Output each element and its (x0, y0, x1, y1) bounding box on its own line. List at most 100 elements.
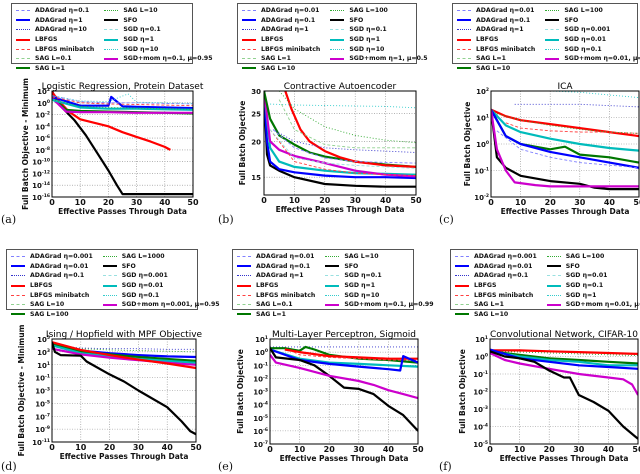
legend-swatch (455, 294, 469, 296)
legend-entry: SAG L=10 (242, 64, 320, 74)
legend-entry: LBFGS (237, 281, 315, 291)
legend-swatch (242, 67, 256, 70)
series-line-lbfgs (490, 349, 638, 355)
legend-swatch (102, 303, 117, 306)
legend-entry: SGD η=10 (325, 290, 433, 300)
legend-swatch (242, 48, 256, 50)
panel-label-c: (c) (439, 213, 454, 226)
legend-entry: SAG L=100 (545, 6, 640, 16)
series-group (491, 91, 639, 191)
legend-swatch (242, 38, 256, 41)
y-tick-label: 30 (251, 88, 261, 96)
legend-entry: SGD η=10 (330, 44, 427, 54)
legend-entry: SGD+mom η=0.1, μ=0.99 (325, 300, 434, 310)
legend-entry: SGD η=0.1 (325, 271, 433, 281)
legend-entry: SAG L=10 (457, 64, 535, 74)
y-tick-label: 10-2 (35, 111, 50, 120)
chart-title: ICA (557, 82, 573, 92)
legend-label: ADAGrad η=0.1 (35, 7, 90, 15)
series-line-adagrad-mid (52, 95, 193, 110)
y-tick-label: 10-5 (253, 414, 268, 423)
legend-swatch (237, 265, 251, 268)
y-tick-label: 100 (255, 348, 268, 357)
legend-label: SAG L=100 (30, 310, 69, 318)
y-tick-label: 102 (476, 87, 489, 96)
legend-label: SAG L=1 (474, 301, 504, 309)
legend-swatch (11, 313, 25, 316)
legend-swatch (545, 38, 560, 41)
legend-label: ADAGrad η=0.01 (474, 262, 533, 270)
y-tick-label: 20 (251, 138, 261, 146)
panel-label-a: (a) (1, 213, 17, 226)
x-tick-label: 50 (410, 196, 422, 205)
legend-label: SAG L=10 (474, 310, 509, 318)
legend-label: SAG L=100 (349, 7, 388, 15)
x-tick-label: 40 (380, 196, 392, 205)
x-tick-label: 40 (159, 198, 171, 207)
legend-entry: SGD+mom η=0.01, μ=0.95 (546, 300, 640, 310)
chart-panel-d: 0 10 20 30 40 50 105 103 101 10-1 10-3 10-5 10-7 10-9… (17, 324, 203, 461)
legend-column: ADAGrad η=0.01 ADAGrad η=0.1 ADAGrad η=1 LB… (457, 6, 535, 73)
x-axis-label: Effective Passes Through Data (501, 207, 630, 216)
legend-entry: ADAGrad η=1 (457, 25, 535, 35)
chart-title: Logistic Regression, Protein Dataset (42, 82, 204, 92)
y-tick-label: 101 (37, 361, 50, 370)
legend-swatch (11, 304, 25, 306)
series-line-sgdmom (490, 352, 638, 396)
legend-c: ADAGrad η=0.01 ADAGrad η=0.1 ADAGrad η=1 LB… (452, 3, 640, 72)
legend-label: SGD η=0.01 (121, 282, 164, 290)
x-tick-label: 20 (544, 445, 556, 454)
legend-entry: ADAGrad η=0.1 (16, 6, 94, 16)
legend-entry: ADAGrad η=0.1 (457, 16, 535, 26)
chart-panel-b: 0 10 20 30 40 50 30 25 20 15 Contractive Autoencod… (238, 82, 422, 214)
legend-column: ADAGrad η=0.001 ADAGrad η=0.01 ADAGrad η=0… (455, 252, 537, 319)
series-line-adagrad-hi (514, 103, 639, 108)
legend-label: SGD η=10 (123, 45, 159, 53)
legend-label: SFO (123, 16, 138, 24)
legend-label: ADAGrad η=0.1 (30, 272, 85, 280)
x-tick-label: 30 (133, 443, 145, 452)
legend-label: SGD+mom η=0.1, μ=0.95 (123, 55, 213, 63)
legend-column: ADAGrad η=0.01 ADAGrad η=0.1 ADAGrad η=1 LB… (242, 6, 320, 73)
legend-swatch (16, 19, 30, 22)
y-tick-label: 10-7 (35, 412, 50, 421)
legend-swatch (325, 284, 340, 287)
legend-label: LBFGS (261, 36, 284, 44)
legend-entry: LBFGS minibatch (16, 44, 94, 54)
x-tick-label: 10 (75, 443, 87, 452)
legend-label: SGD η=1 (565, 291, 597, 299)
legend-label: SAG L=100 (564, 7, 603, 15)
y-axis-label: Full Batch Objective (238, 101, 247, 186)
x-tick-label: 20 (545, 198, 557, 207)
legend-swatch (104, 29, 119, 31)
legend-label: LBFGS minibatch (256, 291, 316, 299)
x-axis-label: Effective Passes Through Data (276, 205, 405, 214)
y-axis-label: Full Batch Objective (236, 349, 245, 434)
legend-entry: SGD η=0.1 (102, 290, 220, 300)
legend-entry: ADAGrad η=1 (242, 25, 320, 35)
legend-swatch (457, 38, 471, 41)
legend-label: SGD η=0.01 (564, 36, 606, 44)
legend-swatch (242, 58, 256, 60)
legend-label: ADAGrad η=1 (476, 26, 524, 34)
legend-swatch (330, 19, 345, 22)
legend-swatch (16, 58, 30, 60)
series-line-sgdmom (52, 347, 196, 366)
legend-swatch (102, 265, 117, 268)
legend-swatch (455, 265, 469, 268)
x-tick-label: 50 (412, 445, 424, 454)
legend-swatch (325, 265, 340, 268)
series-line-sgdmom (270, 354, 418, 400)
legend-label: SFO (344, 262, 359, 270)
series-line-sgd-hi (52, 93, 193, 104)
legend-entry: SFO (545, 16, 640, 26)
legend-swatch (237, 304, 251, 306)
legend-swatch (330, 10, 345, 12)
legend-entry: ADAGrad η=0.1 (455, 271, 537, 281)
legend-label: LBFGS (256, 282, 279, 290)
legend-swatch (16, 67, 30, 70)
legend-column: SAG L=100 SFO SGD η=0.01 SGD η=0.1 SGD η=1 SG… (546, 252, 640, 319)
legend-label: ADAGrad η=1 (35, 16, 83, 24)
x-axis-label: Effective Passes Through Data (58, 207, 187, 216)
legend-label: ADAGrad η=0.1 (474, 272, 529, 280)
